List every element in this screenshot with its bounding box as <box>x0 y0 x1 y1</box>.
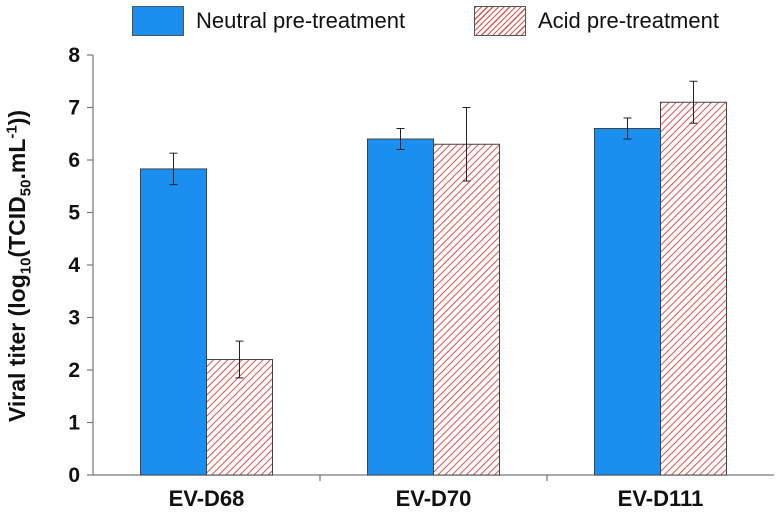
x-tick-label: EV-D68 <box>169 486 245 511</box>
x-tick-label: EV-D70 <box>396 486 472 511</box>
y-tick-label: 7 <box>68 97 80 120</box>
y-tick-label: 3 <box>68 307 80 330</box>
bar-neutral-ev-d70 <box>367 138 434 476</box>
x-tick-label: EV-D111 <box>618 486 704 511</box>
legend-swatch-neutral <box>132 6 184 36</box>
legend-item-neutral: Neutral pre-treatment <box>132 4 405 38</box>
legend-item-acid: Acid pre-treatment <box>474 4 719 38</box>
bar-acid-ev-d70 <box>433 143 500 476</box>
y-tick-label: 8 <box>68 44 80 67</box>
bar-neutral-ev-d68 <box>140 168 207 476</box>
y-tick-label: 4 <box>68 254 80 277</box>
legend-label-neutral: Neutral pre-treatment <box>196 8 406 33</box>
y-tick-label: 0 <box>68 464 80 487</box>
legend-swatch-acid <box>474 6 526 36</box>
bar-neutral-ev-d111 <box>594 128 661 476</box>
y-tick-label: 5 <box>68 202 80 225</box>
bar-acid-ev-d68 <box>206 359 273 476</box>
y-tick-label: 1 <box>68 412 80 435</box>
bar-acid-ev-d111 <box>660 101 727 476</box>
y-tick-label: 2 <box>68 359 80 382</box>
y-tick-label: 6 <box>68 149 80 172</box>
legend-label-acid: Acid pre-treatment <box>538 8 719 33</box>
